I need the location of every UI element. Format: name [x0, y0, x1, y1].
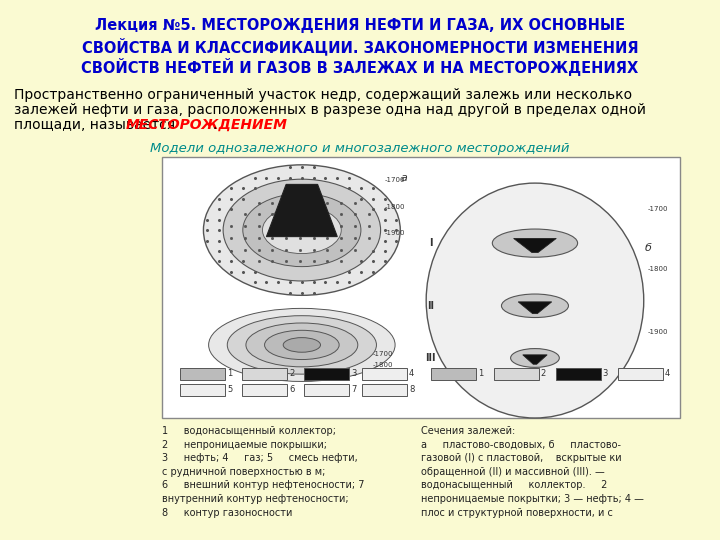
Text: -1900: -1900 — [373, 374, 393, 380]
Bar — [618, 368, 663, 380]
Ellipse shape — [510, 349, 559, 367]
Text: Сечения залежей:
а     пластово-сводовых, б     пластово-
газовой (I) с пластово: Сечения залежей: а пластово-сводовых, б … — [421, 426, 644, 518]
Text: 2: 2 — [541, 369, 546, 379]
Bar — [242, 368, 287, 380]
Ellipse shape — [492, 229, 577, 257]
Text: 3: 3 — [351, 369, 356, 379]
Bar — [304, 368, 349, 380]
Text: б: б — [644, 244, 652, 253]
Text: II: II — [427, 301, 434, 311]
Text: -1700: -1700 — [373, 350, 393, 357]
Bar — [362, 384, 407, 396]
Text: 1: 1 — [227, 369, 233, 379]
Text: Модели однозалежного и многозалежного месторождений: Модели однозалежного и многозалежного ме… — [150, 142, 570, 155]
Text: 8: 8 — [409, 386, 415, 395]
Polygon shape — [266, 184, 337, 237]
Ellipse shape — [243, 193, 361, 267]
Text: -1700: -1700 — [648, 206, 669, 212]
Text: СВОЙСТВА И КЛАССИФИКАЦИИ. ЗАКОНОМЕРНОСТИ ИЗМЕНЕНИЯ: СВОЙСТВА И КЛАССИФИКАЦИИ. ЗАКОНОМЕРНОСТИ… — [81, 38, 639, 56]
Ellipse shape — [246, 323, 358, 367]
Bar — [180, 384, 225, 396]
Ellipse shape — [209, 308, 395, 381]
Ellipse shape — [204, 165, 400, 295]
Bar — [162, 157, 680, 418]
Text: 4: 4 — [409, 369, 414, 379]
Ellipse shape — [264, 330, 339, 360]
Text: -1800: -1800 — [648, 266, 669, 272]
Text: -1800: -1800 — [384, 204, 405, 210]
Text: -1800: -1800 — [373, 362, 393, 368]
Bar — [493, 368, 539, 380]
Text: -1900: -1900 — [384, 230, 405, 235]
Text: -1900: -1900 — [648, 329, 669, 335]
Polygon shape — [523, 355, 547, 365]
Text: 3: 3 — [603, 369, 608, 379]
Text: I: I — [429, 238, 432, 248]
Text: 2: 2 — [289, 369, 294, 379]
Bar — [242, 384, 287, 396]
Ellipse shape — [223, 179, 381, 281]
Polygon shape — [513, 239, 557, 253]
Ellipse shape — [228, 316, 377, 374]
Text: 6: 6 — [289, 386, 294, 395]
Text: 4: 4 — [665, 369, 670, 379]
Text: площади, называется: площади, называется — [14, 118, 179, 132]
Bar — [304, 384, 349, 396]
Text: 7: 7 — [351, 386, 356, 395]
Text: Пространственно ограниченный участок недр, содержащий залежь или несколько: Пространственно ограниченный участок нед… — [14, 88, 632, 102]
Text: III: III — [426, 353, 436, 363]
Text: Лекция №5. МЕСТОРОЖДЕНИЯ НЕФТИ И ГАЗА, ИХ ОСНОВНЫЕ: Лекция №5. МЕСТОРОЖДЕНИЯ НЕФТИ И ГАЗА, И… — [95, 18, 625, 33]
Bar — [556, 368, 600, 380]
Text: 5: 5 — [227, 386, 233, 395]
Ellipse shape — [283, 338, 320, 352]
Bar — [362, 368, 407, 380]
Ellipse shape — [426, 183, 644, 418]
Text: а: а — [401, 173, 408, 183]
Text: -1700: -1700 — [384, 178, 405, 184]
Text: СВОЙСТВ НЕФТЕЙ И ГАЗОВ В ЗАЛЕЖАХ И НА МЕСТОРОЖДЕНИЯХ: СВОЙСТВ НЕФТЕЙ И ГАЗОВ В ЗАЛЕЖАХ И НА МЕ… — [81, 58, 639, 76]
Text: .: . — [213, 118, 217, 132]
Ellipse shape — [263, 207, 341, 254]
Text: 1: 1 — [478, 369, 484, 379]
Polygon shape — [518, 302, 552, 314]
Text: МЕСТОРОЖДЕНИЕМ: МЕСТОРОЖДЕНИЕМ — [126, 118, 288, 132]
Text: 1     водонасыщенный коллектор;
2     непроницаемые покрышки;
3     нефть; 4    : 1 водонасыщенный коллектор; 2 непроницае… — [162, 426, 364, 518]
Text: залежей нефти и газа, расположенных в разрезе одна над другой в пределах одной: залежей нефти и газа, расположенных в ра… — [14, 103, 646, 117]
Ellipse shape — [501, 294, 569, 318]
Bar — [180, 368, 225, 380]
Bar — [431, 368, 477, 380]
